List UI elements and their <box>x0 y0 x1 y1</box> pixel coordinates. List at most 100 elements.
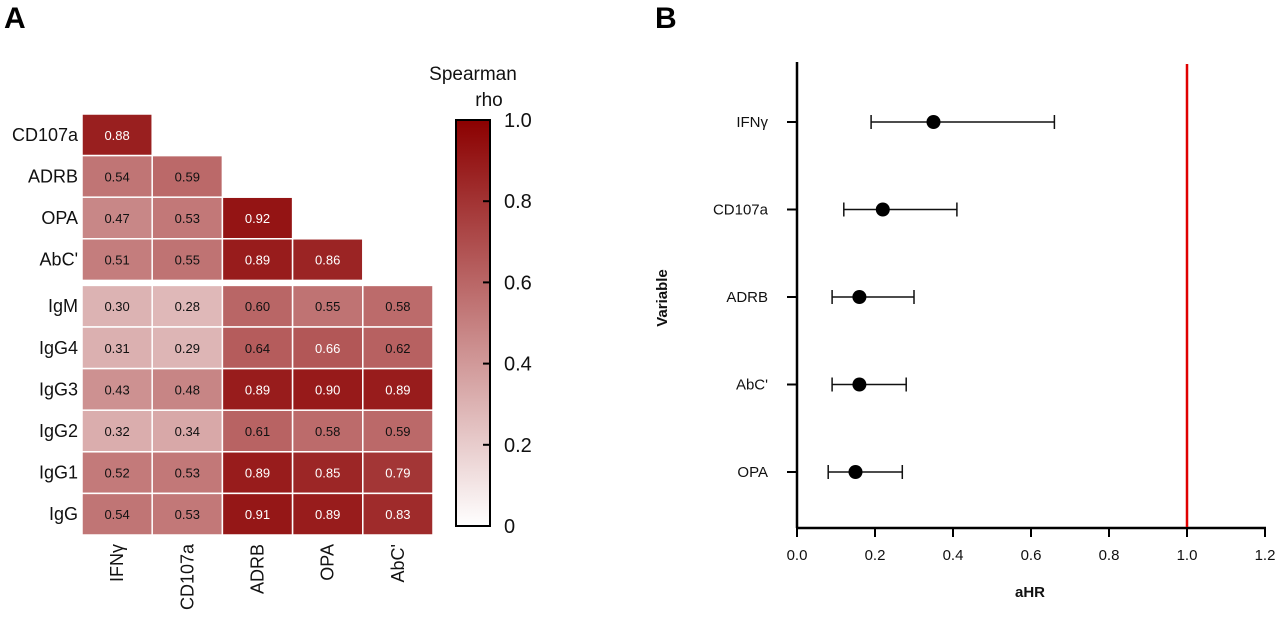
colorbar-title-line1: Spearman <box>429 64 517 85</box>
heatmap-cell-abc-opa <box>291 238 364 282</box>
heatmap-cell-value: 0.83 <box>385 507 410 522</box>
forest-x-tick-label: 1.0 <box>1177 547 1198 564</box>
heatmap-cell-igg2-abc <box>362 409 434 453</box>
forest-point-adrb <box>852 290 867 304</box>
heatmap-cell-igg4-abc <box>362 326 434 370</box>
heatmap-row-label: IgG2 <box>39 421 78 441</box>
colorbar-tick-label: 0.6 <box>504 272 532 294</box>
heatmap-cell-value: 0.34 <box>175 424 200 439</box>
forest-x-tick-label: 0.6 <box>1021 547 1042 564</box>
heatmap-cell-igg-adrb <box>221 492 294 536</box>
heatmap-cell-opa-adrb <box>221 196 294 240</box>
heatmap-cell-igm-cd107a <box>151 284 224 328</box>
heatmap-cell-igg-cd107a <box>151 492 224 536</box>
heatmap-cell-igm-opa <box>291 284 364 328</box>
heatmap-column-label: ADRB <box>248 544 268 594</box>
heatmap-cell-abc-adrb <box>221 238 294 282</box>
colorbar: Spearman rho 1.0 0.8 0.6 0.4 0.2 0 <box>429 64 532 538</box>
heatmap-row-label: IgM <box>48 296 78 316</box>
heatmap-column-labels: IFNγ CD107a ADRB OPA AbC' <box>107 543 408 610</box>
colorbar-tick-label: 0.8 <box>504 191 532 213</box>
heatmap-cell-value: 0.79 <box>385 466 410 481</box>
forest-x-axis-title: aHR <box>1015 584 1045 601</box>
forest-point-cd107a <box>875 202 890 217</box>
heatmap-cell-value: 0.62 <box>385 341 410 356</box>
forest-x-tick-label: 1.2 <box>1255 547 1276 564</box>
heatmap-row-label: IgG1 <box>39 463 78 483</box>
heatmap-cell-value: 0.47 <box>104 211 129 226</box>
heatmap-cell-value: 0.52 <box>104 466 129 481</box>
heatmap-cell-cd107a-ifng <box>81 113 153 157</box>
heatmap-cell-igg-abc <box>362 492 434 536</box>
heatmap-cell-value: 0.86 <box>315 253 340 268</box>
forest-plot: 0.0 0.2 0.4 0.6 0.8 1.0 1.2 IFNγ CD107a ADRB AbC'… <box>654 62 1275 601</box>
colorbar-tick-label: 0 <box>504 516 515 538</box>
heatmap-cell-value: 0.89 <box>245 253 270 268</box>
heatmap-cell-value: 0.53 <box>175 211 200 226</box>
heatmap-cell-igg4-ifng <box>81 326 153 370</box>
heatmap-row-label: CD107a <box>12 125 79 145</box>
heatmap-cell-value: 0.60 <box>245 299 270 314</box>
heatmap-cell-igg4-opa <box>291 326 364 370</box>
panel-label-a: A <box>4 2 26 35</box>
heatmap-column-label: CD107a <box>177 543 197 610</box>
heatmap-cell-value: 0.28 <box>175 299 200 314</box>
heatmap-cell-value: 0.58 <box>315 424 340 439</box>
forest-x-tick-label: 0.8 <box>1099 547 1120 564</box>
heatmap-cell-igg3-adrb <box>221 367 294 411</box>
heatmap-cell-abc-cd107a <box>151 238 224 282</box>
colorbar-gradient <box>455 119 491 527</box>
forest-category-label: OPA <box>737 464 768 481</box>
forest-point-abc <box>852 377 867 392</box>
heatmap-column-label: IFNγ <box>107 544 127 582</box>
heatmap-cell-value: 0.92 <box>245 211 270 226</box>
forest-category-label: IFNγ <box>736 114 768 131</box>
heatmap-cell-value: 0.30 <box>104 299 129 314</box>
heatmap-cells: 0.88 0.54 0.59 0.47 0.53 0.92 0.51 0.55 0.89 0.86… <box>81 113 434 536</box>
heatmap-cell-value: 0.64 <box>245 341 270 356</box>
heatmap-cell-value: 0.54 <box>104 507 129 522</box>
forest-x-ticks: 0.0 0.2 0.4 0.6 0.8 1.0 1.2 <box>787 528 1276 564</box>
forest-y-axis-title: Variable <box>654 269 671 327</box>
colorbar-tick-label: 0.4 <box>504 354 532 376</box>
heatmap-cell-value: 0.89 <box>245 382 270 397</box>
heatmap-cell-igg4-cd107a <box>151 326 224 370</box>
heatmap-row-label: IgG4 <box>39 338 78 358</box>
forest-category-label: ADRB <box>726 289 768 306</box>
heatmap-row-label: IgG3 <box>39 379 78 399</box>
heatmap-column-label: OPA <box>318 544 338 581</box>
heatmap-cell-value: 0.59 <box>175 169 200 184</box>
heatmap-cell-value: 0.53 <box>175 507 200 522</box>
heatmap-cell-value: 0.48 <box>175 382 200 397</box>
forest-rows: IFNγ CD107a ADRB AbC' OPA <box>713 114 1056 481</box>
heatmap-cell-value: 0.43 <box>104 382 129 397</box>
forest-category-label: CD107a <box>713 202 769 219</box>
heatmap-cell-value: 0.85 <box>315 466 340 481</box>
heatmap-cell-igg3-ifng <box>81 367 153 411</box>
forest-point-opa <box>848 465 863 479</box>
heatmap-cell-value: 0.29 <box>175 341 200 356</box>
heatmap-cell-value: 0.90 <box>315 382 340 397</box>
heatmap-cell-igg-ifng <box>81 492 153 536</box>
colorbar-ticks: 1.0 0.8 0.6 0.4 0.2 0 <box>483 110 532 538</box>
heatmap-cell-igg2-cd107a <box>151 409 224 453</box>
colorbar-title-line2: rho <box>475 90 502 111</box>
heatmap-cell-value: 0.54 <box>104 169 129 184</box>
heatmap-cell-value: 0.55 <box>315 299 340 314</box>
heatmap-column-label: AbC' <box>388 544 408 582</box>
heatmap-cell-value: 0.88 <box>104 128 129 143</box>
forest-point-ifng <box>926 115 941 129</box>
correlation-heatmap: 0.88 0.54 0.59 0.47 0.53 0.92 0.51 0.55 0.89 0.86… <box>12 113 434 610</box>
heatmap-cell-value: 0.51 <box>104 253 129 268</box>
forest-x-tick-label: 0.0 <box>787 547 808 564</box>
heatmap-cell-value: 0.55 <box>175 253 200 268</box>
colorbar-tick-label: 1.0 <box>504 110 532 132</box>
heatmap-cell-value: 0.91 <box>245 507 270 522</box>
heatmap-cell-value: 0.58 <box>385 299 410 314</box>
panel-label-b: B <box>655 2 677 35</box>
heatmap-cell-igg2-opa <box>291 409 364 453</box>
heatmap-cell-value: 0.89 <box>245 466 270 481</box>
heatmap-cell-value: 0.89 <box>315 507 340 522</box>
heatmap-cell-value: 0.61 <box>245 424 270 439</box>
heatmap-cell-value: 0.31 <box>104 341 129 356</box>
